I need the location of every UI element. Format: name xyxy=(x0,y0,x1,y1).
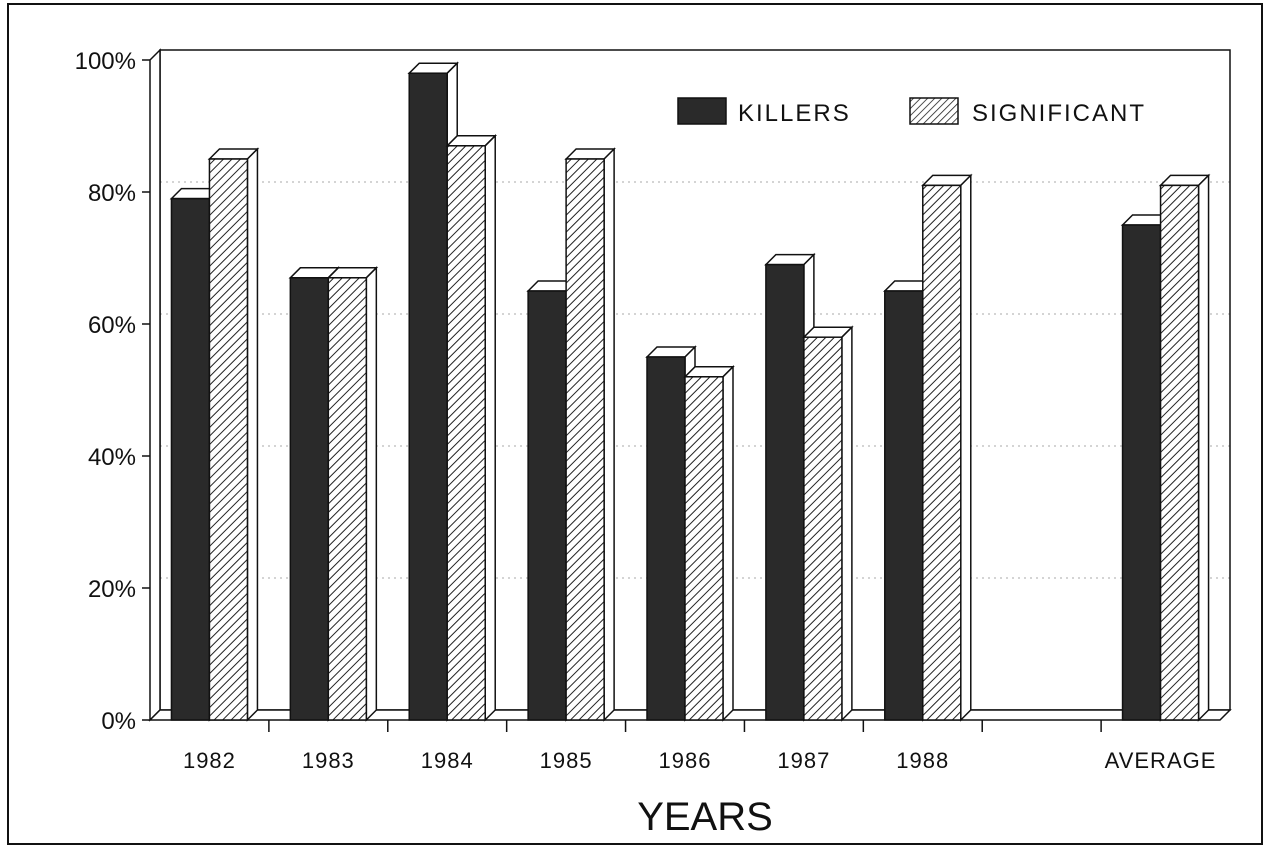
bar-significant-1984 xyxy=(445,133,498,722)
y-tick-label: 80% xyxy=(88,180,136,207)
bar-significant-AVERAGE xyxy=(1158,173,1211,722)
bar-significant-1987 xyxy=(802,325,854,722)
x-tick-label: 1982 xyxy=(183,748,236,773)
bar-significant-1985 xyxy=(564,147,616,722)
side-wall xyxy=(149,48,161,722)
legend-label-killers: KILLERS xyxy=(738,100,851,127)
bars-layer xyxy=(169,61,1211,722)
bar-significant-1986 xyxy=(683,364,735,722)
legend-label-significant: SIGNIFICANT xyxy=(972,100,1146,127)
x-tick-label: 1988 xyxy=(896,748,949,773)
x-tick-label: 1983 xyxy=(302,748,355,773)
x-tick-label: 1984 xyxy=(421,748,474,773)
y-tick-label: 100% xyxy=(75,48,136,75)
bar-significant-1982 xyxy=(207,147,260,722)
y-tick-label: 0% xyxy=(101,708,136,735)
y-tick-label: 60% xyxy=(88,312,136,339)
y-tick-label: 40% xyxy=(88,444,136,471)
legend: KILLERS SIGNIFICANT xyxy=(677,97,1146,127)
bar-significant-1983 xyxy=(326,265,379,722)
legend-swatch-killers xyxy=(677,97,727,125)
y-tick-label: 20% xyxy=(88,576,136,603)
x-tick-label: 1985 xyxy=(540,748,593,773)
x-tick-label: AVERAGE xyxy=(1105,748,1217,773)
frame-border xyxy=(7,3,1263,845)
bar-significant-1988 xyxy=(920,173,973,722)
legend-swatch-significant xyxy=(909,97,959,125)
x-axis-title: YEARS xyxy=(637,795,773,839)
x-tick-label: 1987 xyxy=(777,748,830,773)
x-tick-label: 1986 xyxy=(659,748,712,773)
labels-layer: 0% 20% 40% 60% 80% 100% 1982 1983 1984 1985 1986 19… xyxy=(75,48,1217,839)
